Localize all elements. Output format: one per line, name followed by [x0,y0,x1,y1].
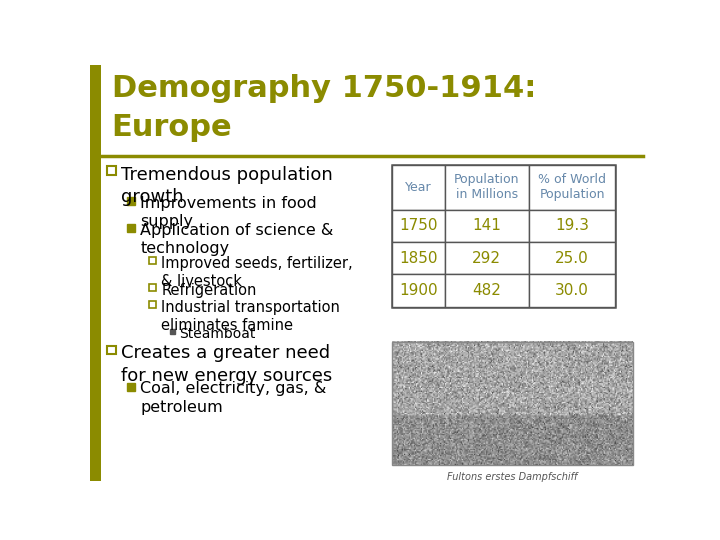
Bar [445,165,528,210]
Bar [392,342,632,465]
Bar [127,383,135,390]
Text: 19.3: 19.3 [555,218,589,233]
Bar [445,242,528,274]
Text: 25.0: 25.0 [555,251,589,266]
Text: Year: Year [405,181,432,194]
Text: Population
in Millions: Population in Millions [454,173,520,201]
Text: % of World
Population: % of World Population [538,173,606,201]
Text: Demography 1750-1914:: Demography 1750-1914: [112,74,536,103]
Bar [127,197,135,205]
Text: Coal, electricity, gas, &
petroleum: Coal, electricity, gas, & petroleum [140,381,327,415]
Bar [107,346,116,354]
Bar [149,284,156,291]
Bar [528,242,616,274]
Bar [127,224,135,232]
Bar [149,301,156,308]
Bar [101,156,648,481]
Text: Improvements in food
supply: Improvements in food supply [140,195,317,230]
Bar [445,210,528,242]
Bar [392,242,445,274]
Bar [101,65,648,161]
Text: Steamboat: Steamboat [179,327,256,341]
Text: 1750: 1750 [400,218,438,233]
Bar [90,65,101,481]
Bar [392,274,445,307]
Bar [528,210,616,242]
Bar [445,274,528,307]
Text: Creates a greater need
for new energy sources: Creates a greater need for new energy so… [121,345,332,384]
Bar [392,165,616,307]
Bar [170,329,175,334]
Text: 292: 292 [472,251,501,266]
Text: Refrigeration: Refrigeration [161,283,256,298]
Text: Industrial transportation
eliminates famine: Industrial transportation eliminates fam… [161,300,340,333]
Text: 141: 141 [472,218,501,233]
Bar [107,166,116,175]
Bar [149,257,156,264]
Bar [392,165,445,210]
Bar [528,274,616,307]
Text: Improved seeds, fertilizer,
& livestock: Improved seeds, fertilizer, & livestock [161,256,353,289]
Bar [528,165,616,210]
Text: Fultons erstes Dampfschiff: Fultons erstes Dampfschiff [447,472,577,482]
Text: 1850: 1850 [400,251,438,266]
Text: 30.0: 30.0 [555,283,589,298]
Text: Europe: Europe [112,112,233,141]
Text: Application of science &
technology: Application of science & technology [140,222,334,256]
Text: 482: 482 [472,283,501,298]
Text: Tremendous population
growth: Tremendous population growth [121,166,333,206]
Bar [392,210,445,242]
Text: 1900: 1900 [400,283,438,298]
